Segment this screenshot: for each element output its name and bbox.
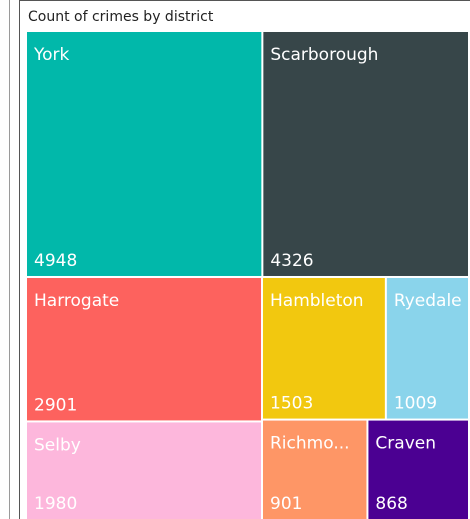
tile (368, 420, 468, 519)
data-label: 868 (375, 494, 407, 514)
tile-label: Craven (375, 434, 436, 454)
data-label: 901 (270, 494, 302, 514)
tile (27, 277, 262, 421)
visual-border (19, 0, 470, 519)
tile (27, 422, 262, 519)
tile-label: Richmo... (270, 434, 350, 454)
tile-label: York (33, 45, 70, 65)
treemap: York 4948 Scarborough 4326 Harrogate 2901 Selb… (27, 32, 468, 519)
tile-label: Harrogate (34, 291, 119, 311)
chart-title: Count of crimes by district (28, 9, 214, 25)
tile (263, 277, 385, 419)
data-label: 4948 (34, 251, 77, 271)
data-label: 4326 (270, 251, 313, 271)
tile-label: Selby (34, 435, 81, 455)
tile (263, 32, 468, 276)
tile (386, 277, 468, 419)
tile-label: Ryedale (394, 291, 462, 311)
tile (263, 420, 367, 519)
tile-label: Scarborough (270, 45, 378, 65)
data-label: 1009 (394, 394, 437, 414)
data-label: 1980 (34, 494, 77, 514)
tile-label: Hambleton (270, 291, 364, 311)
data-label: 1503 (270, 394, 313, 414)
data-label: 2901 (34, 395, 77, 415)
tile (27, 32, 262, 276)
